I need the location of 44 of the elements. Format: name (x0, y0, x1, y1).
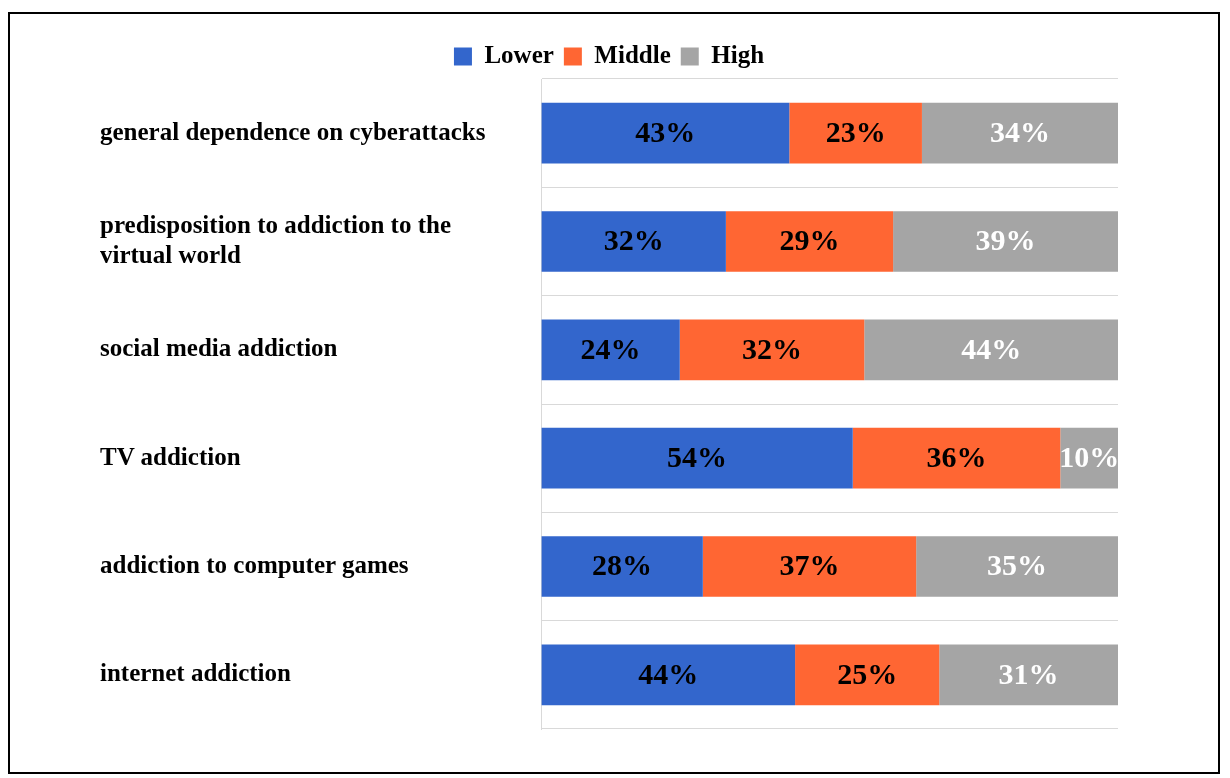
bar (541, 102, 790, 164)
bar (725, 211, 894, 272)
y-tick-label: general dependence on cyberattacks (100, 117, 486, 145)
bar (541, 211, 726, 272)
data-label: 28% (592, 548, 653, 582)
bar (679, 319, 865, 381)
bar (789, 102, 922, 164)
bar (702, 536, 917, 597)
data-label: 37% (779, 548, 840, 582)
legend-label: High (711, 40, 765, 68)
data-label: 29% (779, 223, 840, 257)
data-label: 34% (989, 114, 1050, 148)
bar (939, 644, 1118, 706)
legend-label: Lower (484, 40, 554, 68)
data-label: 25% (837, 656, 898, 690)
data-label: 23% (825, 114, 886, 148)
y-tick-label: addiction to computer games (100, 550, 409, 578)
bar (541, 319, 680, 381)
y-tick-label: internet addiction (100, 659, 292, 687)
data-label: 43% (635, 114, 696, 148)
data-label: 24% (580, 331, 641, 365)
data-label: 31% (998, 656, 1059, 690)
bar (916, 536, 1118, 597)
data-label: 44% (638, 656, 699, 690)
data-label: 32% (742, 331, 803, 365)
y-tick-label: social media addiction (100, 334, 338, 362)
data-label: 44% (961, 331, 1022, 365)
bar (921, 102, 1118, 164)
bar (852, 427, 1061, 489)
bar (795, 644, 940, 706)
data-label: 36% (926, 439, 987, 473)
bar (541, 644, 796, 706)
bar (541, 427, 853, 489)
data-label: 35% (987, 548, 1048, 582)
data-label: 54% (667, 439, 728, 473)
y-tick-label: predisposition to addiction to the virtual world (100, 210, 451, 268)
data-label: 32% (603, 223, 664, 257)
bar (541, 536, 703, 597)
bar (893, 211, 1118, 272)
bar (864, 319, 1118, 381)
legend-label: Middle (594, 40, 671, 68)
y-tick-label: TV addiction (100, 442, 241, 470)
data-label: 10% (1059, 439, 1120, 473)
data-label: 39% (975, 223, 1036, 257)
